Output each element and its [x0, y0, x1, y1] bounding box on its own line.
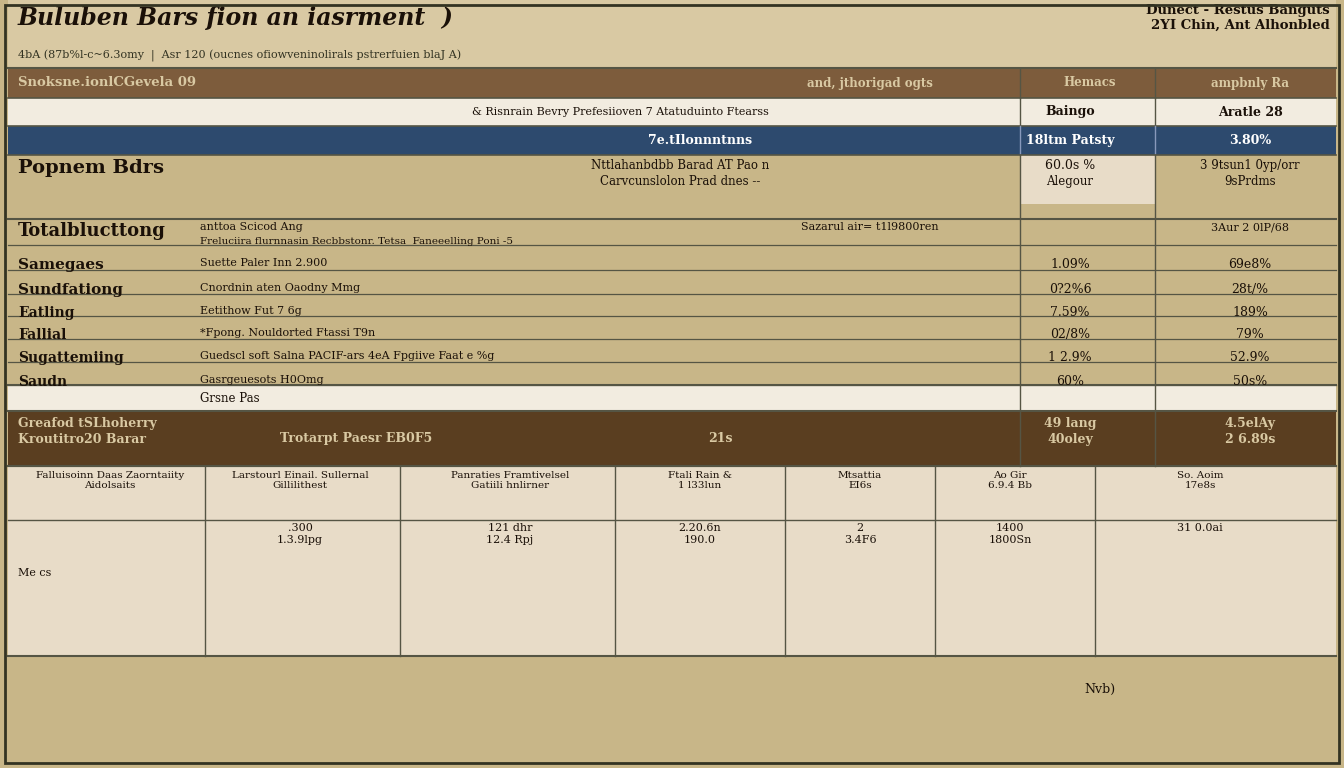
- Text: Hemacs: Hemacs: [1063, 77, 1117, 90]
- Text: Totalblucttong: Totalblucttong: [17, 222, 165, 240]
- Text: Larstourl Einail. Sullernal
Gillilithest: Larstourl Einail. Sullernal Gillilithest: [231, 471, 368, 491]
- FancyBboxPatch shape: [1020, 155, 1154, 204]
- Text: Freluciira flurnnasin Recbbstonr. Tetsa  Faneeelling Poni -5: Freluciira flurnnasin Recbbstonr. Tetsa …: [200, 237, 513, 246]
- FancyBboxPatch shape: [8, 68, 1336, 98]
- FancyBboxPatch shape: [8, 126, 1336, 155]
- Text: 3.80%: 3.80%: [1228, 134, 1271, 147]
- Text: So. Aoim
17e8s: So. Aoim 17e8s: [1177, 471, 1223, 491]
- Text: Baingo: Baingo: [1046, 105, 1095, 118]
- Text: 60.0s %: 60.0s %: [1044, 159, 1095, 172]
- Text: ampbnly Ra: ampbnly Ra: [1211, 77, 1289, 90]
- FancyBboxPatch shape: [8, 0, 1336, 68]
- Text: Aratle 28: Aratle 28: [1218, 105, 1282, 118]
- Text: 0?2%6: 0?2%6: [1048, 283, 1091, 296]
- Text: and, jthorigad ogts: and, jthorigad ogts: [806, 77, 933, 90]
- Text: Popnem Bdrs: Popnem Bdrs: [17, 159, 164, 177]
- FancyBboxPatch shape: [8, 385, 1336, 411]
- Text: 1400
1800Sn: 1400 1800Sn: [988, 523, 1032, 545]
- Text: Saudn: Saudn: [17, 375, 67, 389]
- Text: Trotarpt Paesr EB0F5: Trotarpt Paesr EB0F5: [280, 432, 433, 445]
- Text: Guedscl soft Salna PACIF-ars 4eA Fpgiive Faat e %g: Guedscl soft Salna PACIF-ars 4eA Fpgiive…: [200, 351, 495, 361]
- Text: Nttlahanbdbb Barad AT Pao n: Nttlahanbdbb Barad AT Pao n: [591, 159, 769, 172]
- Text: Me cs: Me cs: [17, 568, 51, 578]
- Text: 2 6.89s: 2 6.89s: [1224, 433, 1275, 446]
- Text: Eatling: Eatling: [17, 306, 74, 320]
- Text: 21s: 21s: [708, 432, 732, 445]
- Text: 1.09%: 1.09%: [1050, 258, 1090, 271]
- Text: Carvcunslolon Prad dnes --: Carvcunslolon Prad dnes --: [599, 175, 761, 188]
- Text: 3 9tsun1 0yp/orr: 3 9tsun1 0yp/orr: [1200, 159, 1300, 172]
- Text: 52.9%: 52.9%: [1230, 351, 1270, 364]
- Text: 02/8%: 02/8%: [1050, 328, 1090, 341]
- Text: 79%: 79%: [1236, 328, 1263, 341]
- Text: 1 2.9%: 1 2.9%: [1048, 351, 1091, 364]
- Text: Panraties Framtivelsel
Gatiili hnlirner: Panraties Framtivelsel Gatiili hnlirner: [450, 471, 570, 491]
- Text: Sundfationg: Sundfationg: [17, 283, 124, 297]
- Text: 49 lang: 49 lang: [1044, 417, 1097, 430]
- Text: 7e.tIlonnntnns: 7e.tIlonnntnns: [648, 134, 753, 147]
- Text: 18ltm Patsty: 18ltm Patsty: [1025, 134, 1114, 147]
- Text: Sazarul air= t1l9800ren: Sazarul air= t1l9800ren: [801, 222, 939, 232]
- Text: Snoksne.ionlCGevela 09: Snoksne.ionlCGevela 09: [17, 77, 196, 90]
- Text: & Risnrain Bevry Prefesiioven 7 Atatuduinto Ftearss: & Risnrain Bevry Prefesiioven 7 Atatudui…: [472, 107, 769, 117]
- Text: *Fpong. Nouldorted Ftassi T9n: *Fpong. Nouldorted Ftassi T9n: [200, 328, 375, 338]
- FancyBboxPatch shape: [8, 411, 1336, 466]
- Text: 31 0.0ai: 31 0.0ai: [1177, 523, 1223, 533]
- Text: Sugattemiing: Sugattemiing: [17, 351, 124, 365]
- Text: 28t/%: 28t/%: [1231, 283, 1269, 296]
- FancyBboxPatch shape: [8, 155, 1336, 466]
- Text: 189%: 189%: [1232, 306, 1267, 319]
- Text: Ftali Rain &
1 l33lun: Ftali Rain & 1 l33lun: [668, 471, 732, 491]
- Text: 4bA (87b%l-c~6.3omy  |  Asr 120 (oucnes ofiowveninolirals pstrerfuien blaJ A): 4bA (87b%l-c~6.3omy | Asr 120 (oucnes of…: [17, 50, 461, 62]
- Text: Samegaes: Samegaes: [17, 258, 103, 272]
- FancyBboxPatch shape: [5, 5, 1339, 763]
- Text: 4.5elAy: 4.5elAy: [1224, 417, 1275, 430]
- Text: Grsne Pas: Grsne Pas: [200, 392, 259, 405]
- Text: Suette Paler Inn 2.900: Suette Paler Inn 2.900: [200, 258, 328, 268]
- Text: Cnordnin aten Oaodny Mmg: Cnordnin aten Oaodny Mmg: [200, 283, 360, 293]
- Text: 2.20.6n
190.0: 2.20.6n 190.0: [679, 523, 722, 545]
- Text: Falluisoinn Daas Zaorntaiity
Aidolsaits: Falluisoinn Daas Zaorntaiity Aidolsaits: [36, 471, 184, 491]
- Text: Buluben Bars fion an iasrment  ): Buluben Bars fion an iasrment ): [17, 6, 454, 30]
- Text: 9sPrdms: 9sPrdms: [1224, 175, 1275, 188]
- Text: Dunect - Restus Banguts
2YI Chin, Ant Alhonbled: Dunect - Restus Banguts 2YI Chin, Ant Al…: [1146, 4, 1331, 32]
- Text: 69e8%: 69e8%: [1228, 258, 1271, 271]
- Text: 50s%: 50s%: [1232, 375, 1267, 388]
- Text: anttoa Scicod Ang: anttoa Scicod Ang: [200, 222, 302, 232]
- Text: 60%: 60%: [1056, 375, 1085, 388]
- Text: Eetithow Fut 7 6g: Eetithow Fut 7 6g: [200, 306, 302, 316]
- Text: Greafod tSLhoherry: Greafod tSLhoherry: [17, 417, 157, 430]
- FancyBboxPatch shape: [8, 466, 1336, 656]
- Text: Nvb): Nvb): [1085, 683, 1116, 696]
- Text: 121 dhr
12.4 Rpj: 121 dhr 12.4 Rpj: [487, 523, 534, 545]
- Text: Alegour: Alegour: [1047, 175, 1094, 188]
- Text: Gasrgeuesots H0Omg: Gasrgeuesots H0Omg: [200, 375, 324, 385]
- FancyBboxPatch shape: [8, 98, 1336, 126]
- Text: 7.59%: 7.59%: [1050, 306, 1090, 319]
- Text: 40oley: 40oley: [1047, 433, 1093, 446]
- Text: 3Aur 2 0lP/68: 3Aur 2 0lP/68: [1211, 222, 1289, 232]
- Text: .300
1.3.9lpg: .300 1.3.9lpg: [277, 523, 323, 545]
- Text: Ao Gir
6.9.4 Bb: Ao Gir 6.9.4 Bb: [988, 471, 1032, 491]
- Text: Kroutitro20 Barar: Kroutitro20 Barar: [17, 433, 146, 446]
- Text: Fallial: Fallial: [17, 328, 66, 342]
- Text: 2
3.4F6: 2 3.4F6: [844, 523, 876, 545]
- Text: Mtsattia
EI6s: Mtsattia EI6s: [837, 471, 882, 491]
